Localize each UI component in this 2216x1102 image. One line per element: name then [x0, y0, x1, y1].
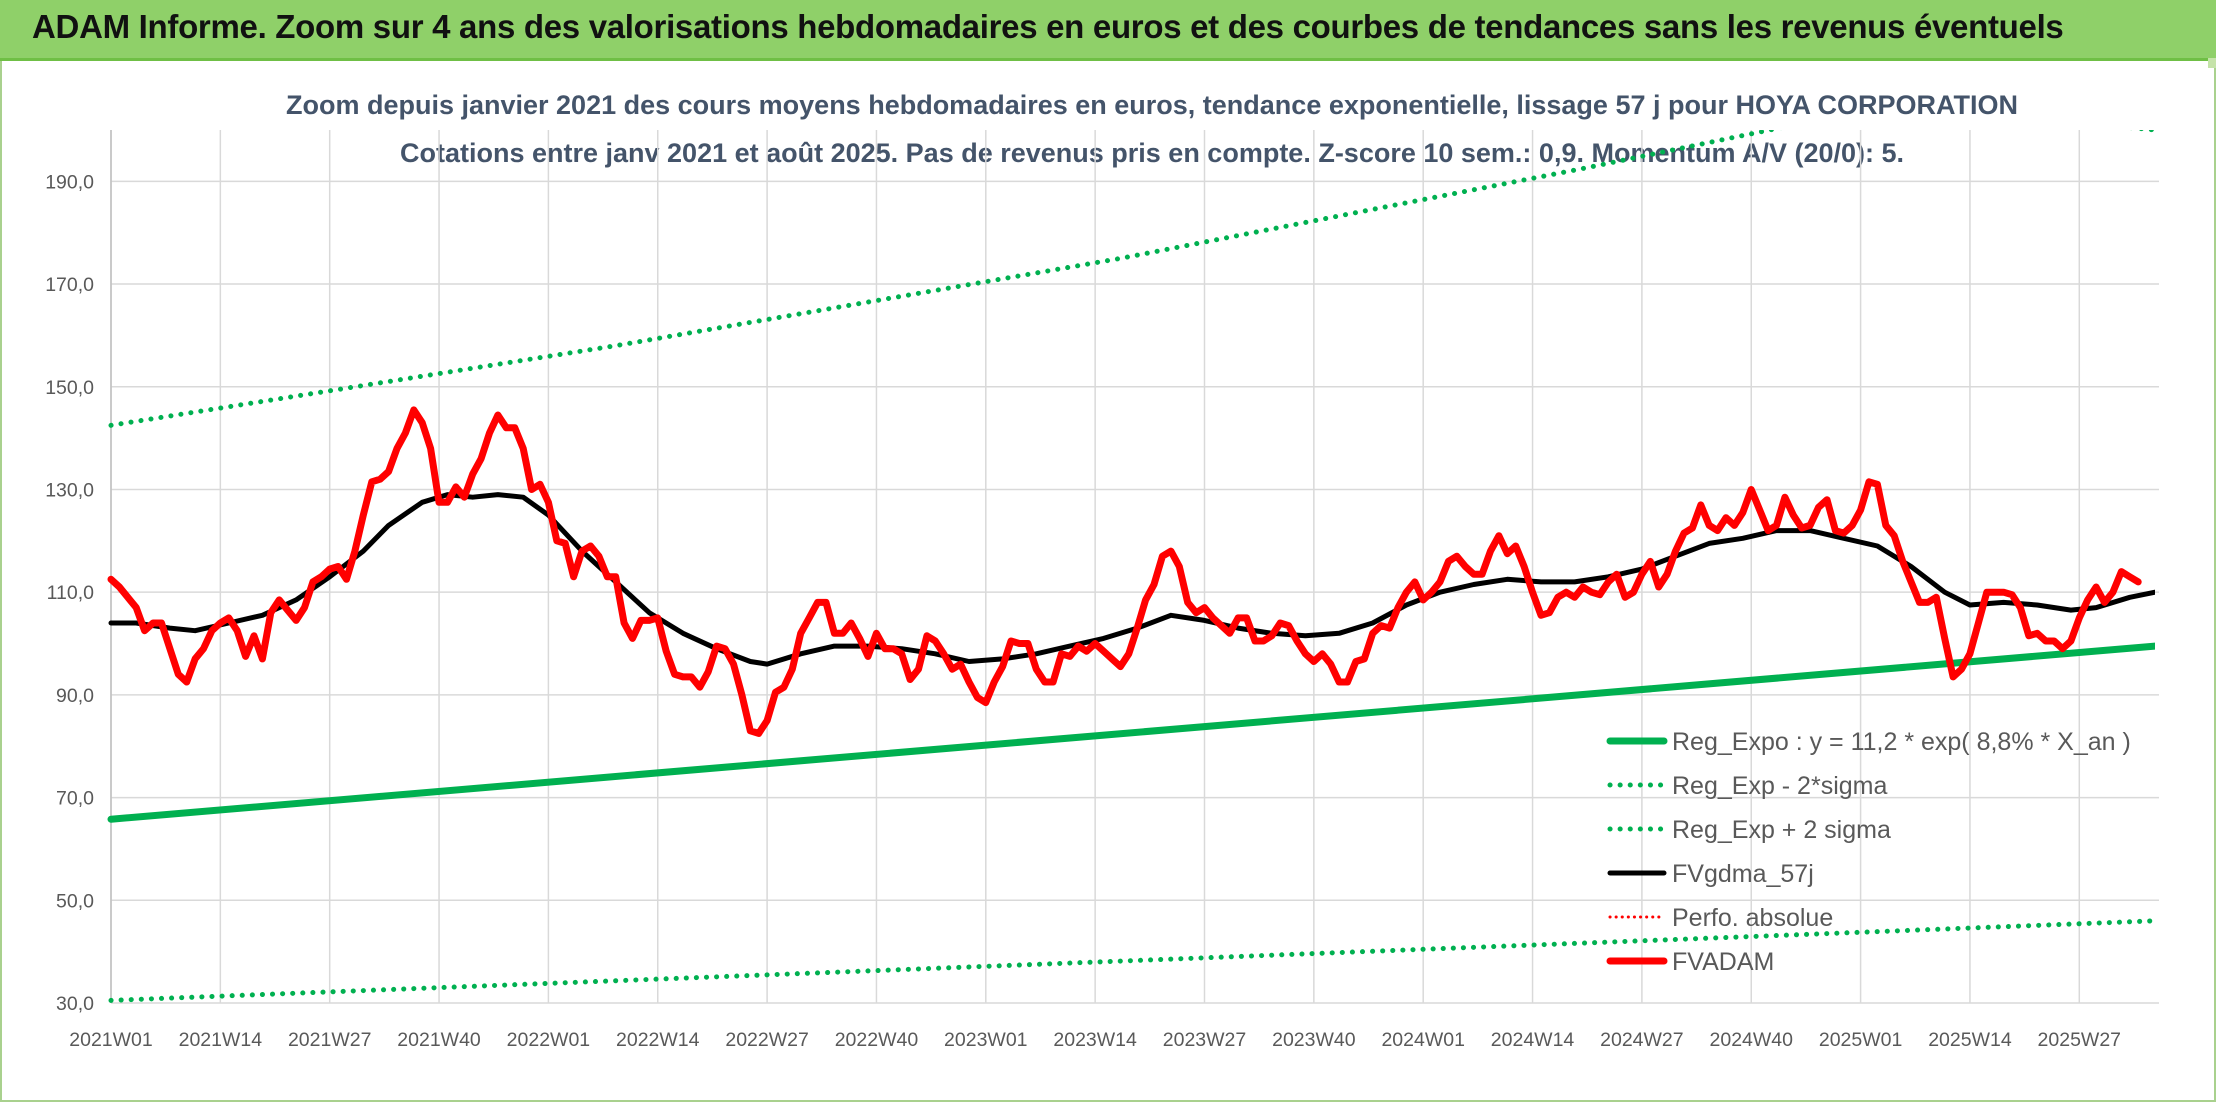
- x-tick-label-15: 2024W40: [1710, 1029, 1794, 1051]
- legend-label-1: Reg_Exp - 2*sigma: [1672, 772, 1887, 800]
- banner-edge-accent: [2208, 58, 2216, 68]
- y-tick-label-6: 150,0: [45, 377, 94, 399]
- series-line-5: [107, 406, 2142, 737]
- x-tick-label-11: 2023W40: [1272, 1029, 1356, 1051]
- y-tick-label-7: 170,0: [45, 274, 94, 296]
- series-line-2: [108, 130, 2155, 428]
- legend-label-5: FVADAM: [1672, 948, 1774, 976]
- y-tick-label-8: 190,0: [45, 171, 94, 193]
- x-tick-label-9: 2023W14: [1053, 1029, 1137, 1051]
- x-tick-label-4: 2022W01: [507, 1029, 590, 1051]
- y-tick-label-0: 30,0: [56, 993, 94, 1015]
- y-tick-label-5: 130,0: [45, 479, 94, 501]
- series-clip-group: [107, 130, 2155, 1003]
- x-tick-label-2: 2021W27: [288, 1029, 371, 1051]
- x-tick-label-13: 2024W14: [1491, 1029, 1575, 1051]
- y-tick-label-3: 90,0: [56, 685, 94, 707]
- chart-title: Zoom depuis janvier 2021 des cours moyen…: [286, 90, 2018, 120]
- axis-ticks: 30,0 50,0 70,0 90,0 110,0 130,0 150,0 170,0 190,…: [45, 171, 2121, 1051]
- x-tick-label-8: 2023W01: [944, 1029, 1027, 1051]
- report-banner: ADAM Informe. Zoom sur 4 ans des valoris…: [0, 0, 2216, 61]
- x-tick-label-0: 2021W01: [69, 1029, 152, 1051]
- series-lines: [107, 130, 2155, 1003]
- y-tick-label-2: 70,0: [56, 788, 94, 810]
- x-tick-label-14: 2024W27: [1600, 1029, 1683, 1051]
- legend: Reg_Expo : y = 11,2 * exp( 8,8% * X_an )…: [1606, 728, 2131, 976]
- report-title: ADAM Informe. Zoom sur 4 ans des valoris…: [32, 8, 2064, 45]
- y-tick-label-4: 110,0: [47, 582, 95, 604]
- x-tick-label-10: 2023W27: [1163, 1029, 1246, 1051]
- gridlines: [110, 130, 2159, 1004]
- x-tick-label-18: 2025W27: [2038, 1029, 2121, 1051]
- x-tick-label-5: 2022W14: [616, 1029, 700, 1051]
- y-tick-label-1: 50,0: [56, 890, 94, 912]
- series-line-1: [108, 918, 2155, 1003]
- chart-subtitle: Cotations entre janv 2021 et août 2025. …: [400, 138, 1904, 168]
- x-tick-label-12: 2024W01: [1381, 1029, 1464, 1051]
- x-tick-label-16: 2025W01: [1819, 1029, 1902, 1051]
- x-tick-label-6: 2022W27: [725, 1029, 808, 1051]
- x-tick-label-7: 2022W40: [835, 1029, 919, 1051]
- legend-label-3: FVgdma_57j: [1672, 860, 1814, 888]
- series-line-0: [107, 642, 2155, 823]
- legend-label-4: Perfo. absolue: [1672, 904, 1833, 932]
- x-tick-label-1: 2021W14: [179, 1029, 263, 1051]
- x-tick-label-17: 2025W14: [1928, 1029, 2012, 1051]
- x-tick-label-3: 2021W40: [397, 1029, 481, 1051]
- legend-label-0: Reg_Expo : y = 11,2 * exp( 8,8% * X_an ): [1672, 728, 2131, 756]
- legend-label-2: Reg_Exp + 2 sigma: [1672, 816, 1891, 844]
